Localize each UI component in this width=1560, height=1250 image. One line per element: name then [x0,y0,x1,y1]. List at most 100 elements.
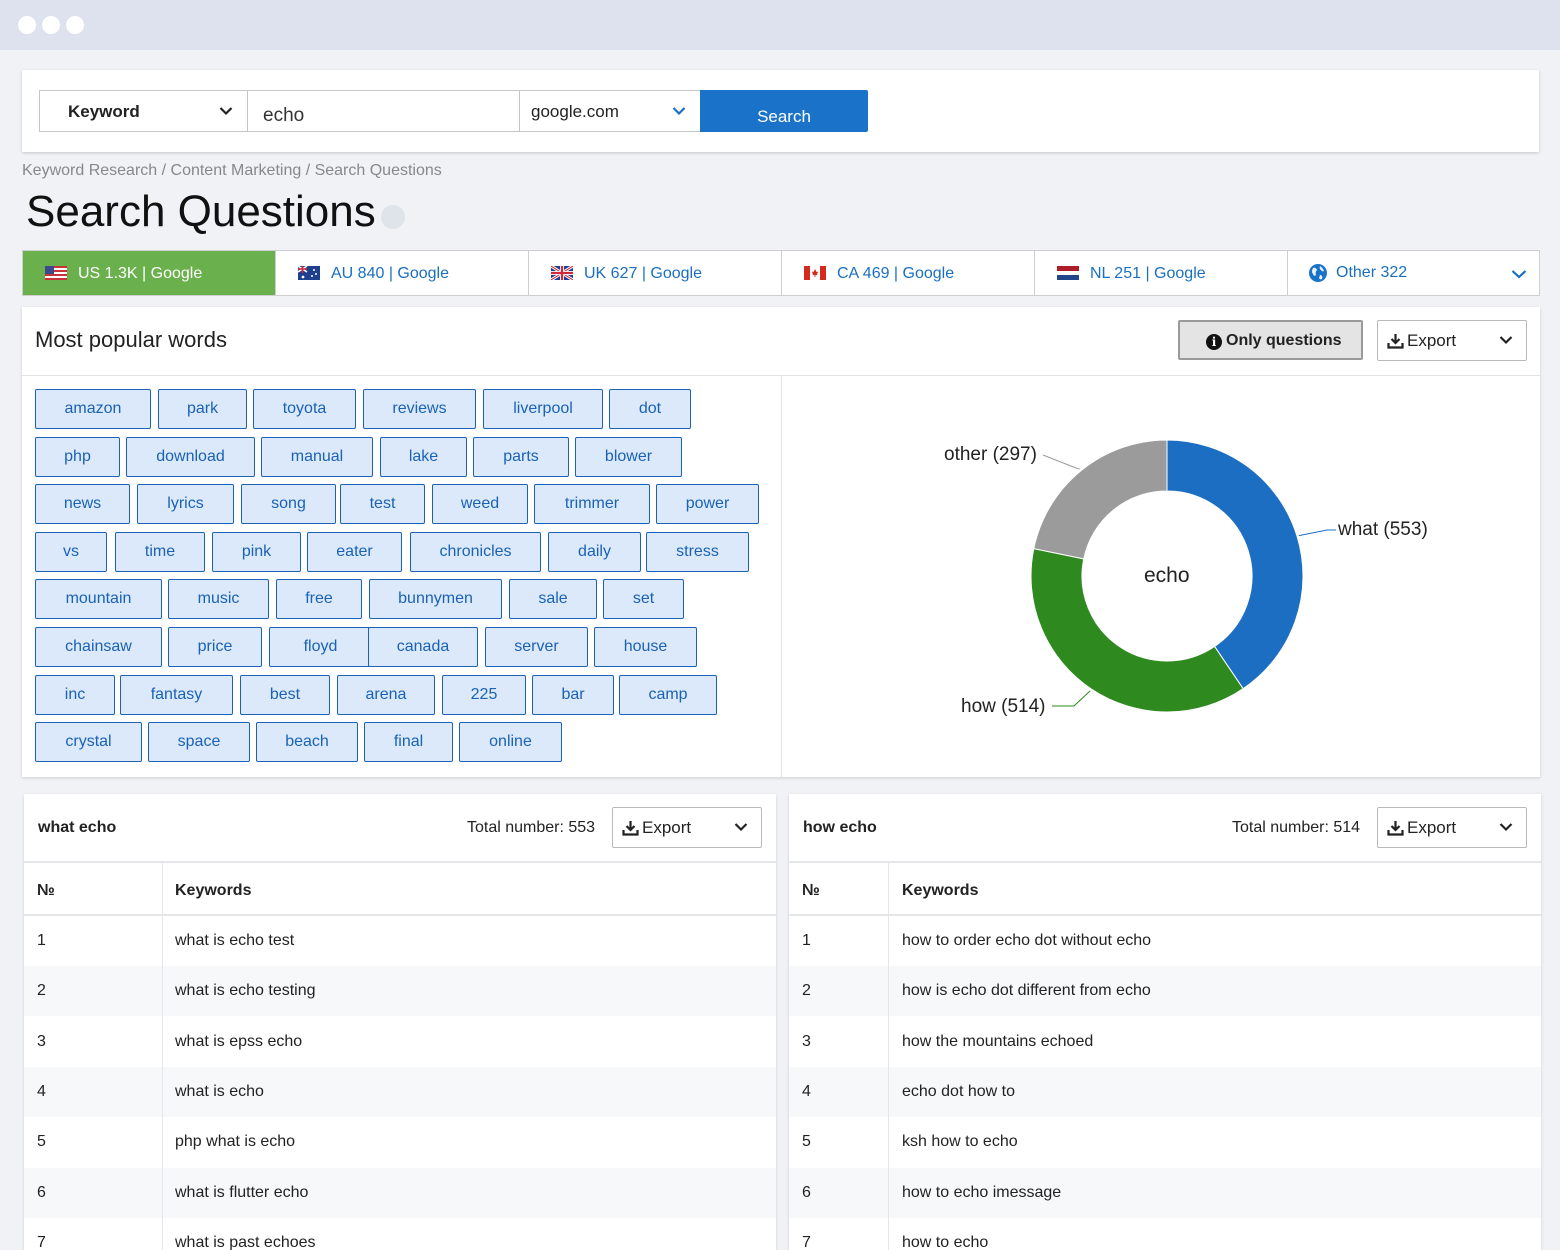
word-chip[interactable]: mountain [35,579,162,620]
word-chip[interactable]: server [485,627,588,667]
word-chip[interactable]: online [459,722,562,763]
table-row[interactable]: 2 what is echo testing [24,966,776,1017]
word-chip[interactable]: liverpool [483,389,603,429]
word-chip[interactable]: pink [212,531,301,572]
row-keyword[interactable]: ksh how to echo [902,1133,1018,1151]
word-chip[interactable]: toyota [253,389,356,429]
word-chip[interactable]: power [656,484,759,525]
word-chip[interactable]: 225 [442,674,526,715]
table-row[interactable]: 7 what is past echoes [24,1218,776,1250]
row-keyword[interactable]: what is echo test [175,932,295,949]
word-chip[interactable]: crystal [35,722,142,763]
table-row[interactable]: 7 how to echo [789,1218,1541,1250]
table-row[interactable]: 6 what is flutter echo [24,1167,776,1218]
word-chip[interactable]: parts [473,436,569,477]
word-chip[interactable]: music [168,579,269,620]
word-chip[interactable]: php [35,436,120,477]
word-chip[interactable]: trimmer [534,484,650,525]
table-row[interactable]: 3 what is epss echo [24,1017,776,1067]
word-chip[interactable]: time [115,531,205,572]
breadcrumb[interactable]: Keyword Research / Content Marketing / S… [22,162,442,179]
word-chip[interactable]: eater [307,531,402,572]
row-keyword[interactable]: echo dot how to [902,1082,1015,1100]
word-chip[interactable]: lake [380,436,467,477]
column-header-number[interactable]: № [37,882,55,899]
word-chip[interactable]: sale [509,579,597,620]
row-keyword[interactable]: what is echo testing [175,982,316,1000]
window-dot-maximize[interactable] [66,16,84,34]
word-chip[interactable]: amazon [35,389,151,429]
donut-slice-how[interactable] [1030,548,1244,713]
word-chip[interactable]: inc [35,674,115,715]
table-row[interactable]: 4 echo dot how to [789,1066,1541,1117]
word-chip[interactable]: manual [261,436,373,477]
word-chip[interactable]: beach [256,722,358,763]
row-keyword[interactable]: how the mountains echoed [902,1032,1094,1050]
tab-nl[interactable]: NL 251 | Google [1035,251,1288,295]
word-chip[interactable]: park [158,389,247,429]
word-chip[interactable]: set [603,579,684,620]
table-row[interactable]: 1 how to order echo dot without echo [789,916,1541,966]
search-button[interactable]: Search [700,90,868,132]
word-chip[interactable]: song [241,484,336,525]
word-chip[interactable]: dot [609,389,691,429]
word-chip[interactable]: chainsaw [35,627,162,667]
word-chip[interactable]: camp [619,674,717,715]
word-chip[interactable]: bunnymen [369,579,502,620]
word-chip[interactable]: space [148,722,250,763]
word-chip[interactable]: house [594,627,697,667]
export-button[interactable]: Export [1377,320,1527,361]
table-row[interactable]: 1 what is echo test [24,916,776,966]
word-chip[interactable]: vs [35,531,107,572]
tab-other[interactable]: Other 322 [1288,251,1539,295]
only-questions-button[interactable]: i Only questions [1178,320,1363,360]
word-chip[interactable]: stress [646,531,749,572]
column-header-keywords[interactable]: Keywords [175,882,252,899]
word-chip[interactable]: weed [432,484,528,525]
word-chip[interactable]: lyrics [137,484,234,525]
table-row[interactable]: 4 what is echo [24,1066,776,1117]
word-chip[interactable]: blower [575,436,682,477]
tab-au[interactable]: AU 840 | Google [276,251,529,295]
row-keyword[interactable]: what is past echoes [175,1233,316,1250]
word-chip[interactable]: canada [368,627,478,667]
donut-slice-other[interactable] [1033,439,1168,560]
export-button[interactable]: Export [612,807,762,848]
tab-uk[interactable]: UK 627 | Google [529,251,782,295]
word-chip[interactable]: daily [548,531,641,572]
word-chip[interactable]: best [240,674,330,715]
word-chip[interactable]: news [35,484,130,525]
row-keyword[interactable]: how is echo dot different from echo [902,982,1151,1000]
word-chip[interactable]: floyd [269,627,372,667]
word-chip[interactable]: test [340,484,425,525]
row-keyword[interactable]: how to order echo dot without echo [902,932,1152,949]
table-row[interactable]: 6 how to echo imessage [789,1167,1541,1218]
word-chip[interactable]: arena [337,674,435,715]
word-chip[interactable]: free [276,579,362,620]
row-keyword[interactable]: what is epss echo [175,1032,303,1050]
word-chip[interactable]: download [126,436,255,477]
word-chip[interactable]: bar [532,674,614,715]
search-engine-select[interactable]: google.com [519,90,701,132]
row-keyword[interactable]: what is echo [175,1082,264,1100]
window-dot-minimize[interactable] [42,16,60,34]
export-button[interactable]: Export [1377,807,1527,848]
word-chip[interactable]: fantasy [120,674,233,715]
word-chip[interactable]: chronicles [410,531,541,572]
info-icon[interactable] [381,205,405,229]
row-keyword[interactable]: php what is echo [175,1133,296,1151]
window-dot-close[interactable] [18,16,36,34]
tab-ca[interactable]: CA 469 | Google [782,251,1035,295]
tab-us[interactable]: US 1.3K | Google [23,251,276,295]
search-type-select[interactable]: Keyword [39,90,248,132]
word-chip[interactable]: price [168,627,262,667]
table-row[interactable]: 2 how is echo dot different from echo [789,966,1541,1017]
row-keyword[interactable]: how to echo [902,1233,989,1250]
table-row[interactable]: 5 ksh how to echo [789,1117,1541,1167]
word-chip[interactable]: reviews [363,389,476,429]
table-row[interactable]: 5 php what is echo [24,1117,776,1167]
word-chip[interactable]: final [364,722,453,763]
column-header-number[interactable]: № [802,882,820,899]
row-keyword[interactable]: what is flutter echo [175,1183,309,1201]
keyword-input[interactable] [247,90,520,132]
